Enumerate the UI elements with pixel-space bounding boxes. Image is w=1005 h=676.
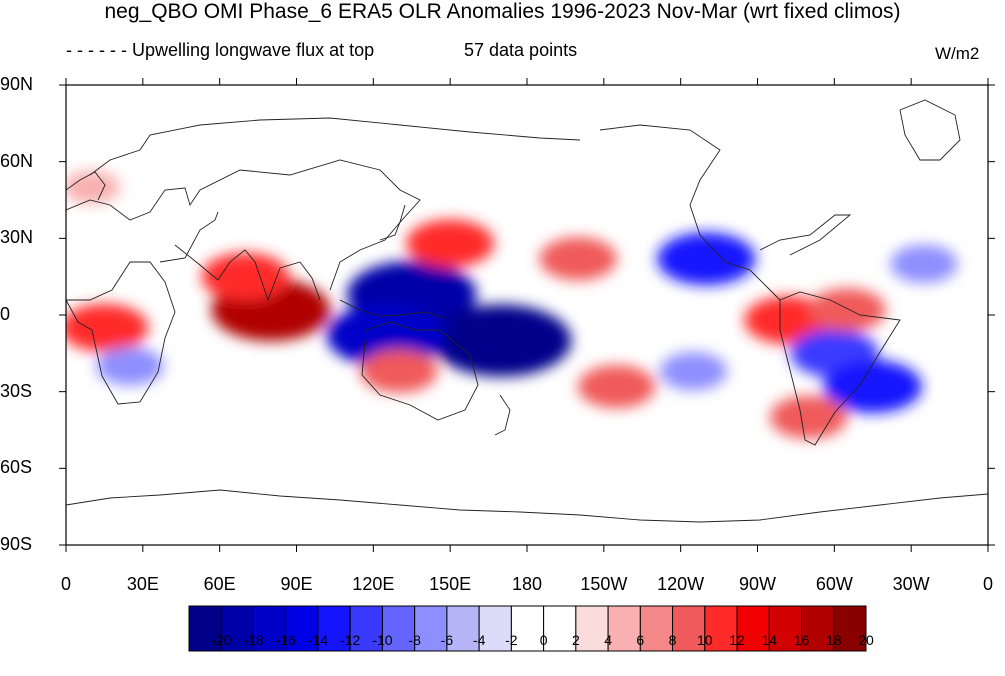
lon-tick-label: 120E: [352, 574, 395, 594]
colorbar-swatch: [801, 605, 835, 652]
colorbar-label: -8: [408, 632, 421, 648]
axis-ticks: [59, 78, 995, 552]
anomaly-region-18: [360, 349, 438, 393]
colorbar-label: 16: [793, 632, 810, 648]
colorbar-swatch: [285, 605, 319, 652]
colorbar-label: 6: [636, 632, 645, 648]
lon-tick-label: 90W: [738, 574, 777, 594]
lon-tick-label: 0: [60, 574, 72, 594]
anomaly-region-5: [406, 219, 495, 268]
lon-tick-label: 180: [511, 574, 543, 594]
lon-tick-label: 60W: [815, 574, 853, 594]
lat-tick-label: 60N: [0, 150, 34, 171]
lon-tick-label: 0: [982, 574, 994, 594]
lat-tick-label: 90S: [0, 534, 33, 554]
anomaly-region-6: [539, 237, 618, 281]
anomaly-region-14: [808, 288, 886, 332]
colorbar-swatch: [639, 605, 674, 652]
colorbar-label: 12: [729, 632, 745, 648]
colorbar-label: 0: [539, 632, 548, 648]
anomaly-region-16: [96, 346, 164, 386]
lat-tick-label: 90N: [0, 74, 34, 94]
lat-tick-label: 60S: [0, 457, 33, 478]
lon-tick-label: 120W: [657, 574, 705, 594]
anomaly-region-1: [201, 252, 290, 301]
colorbar-label: -4: [472, 632, 486, 648]
lon-tick-label: 150E: [429, 574, 472, 594]
colorbar-label: -16: [275, 632, 296, 648]
anomaly-region-9: [659, 352, 728, 391]
anomaly-field: [66, 85, 988, 545]
anomaly-region-17: [769, 395, 848, 439]
lon-tick-label: 30E: [126, 574, 159, 594]
lat-tick-label: 30S: [0, 380, 33, 401]
lat-tick-label: 0: [0, 304, 11, 324]
colorbar-swatch: [252, 605, 287, 652]
colorbar-label: -6: [440, 632, 454, 648]
anomaly-region-13: [890, 244, 958, 284]
colorbar-label: -10: [372, 632, 393, 648]
colorbar-label: 2: [571, 632, 580, 648]
anomaly-region-8: [577, 364, 656, 409]
lon-tick-label: 90E: [280, 574, 313, 594]
colorbar-swatch: [768, 605, 803, 652]
map-title: neg_QBO OMI Phase_6 ERA5 OLR Anomalies 1…: [104, 0, 901, 23]
colorbar-swatch: [575, 605, 609, 652]
colorbar-swatch: [381, 605, 416, 652]
anomaly-region-15: [66, 303, 149, 352]
anomaly-region-19: [66, 170, 121, 205]
colorbar-label: 14: [761, 632, 778, 648]
colorbar-swatch: [704, 605, 738, 652]
lon-tick-label: 150W: [580, 574, 628, 594]
colorbar-swatch: [317, 605, 351, 652]
anomaly-region-3: [431, 304, 572, 377]
colorbar-label: -2: [505, 632, 518, 648]
colorbar-swatch: [672, 605, 706, 652]
colorbar-label: 10: [697, 632, 713, 648]
colorbar-label: 8: [668, 632, 677, 648]
colorbar-label: -12: [340, 632, 361, 648]
colorbar: [188, 605, 867, 652]
colorbar-label: 18: [825, 632, 842, 648]
colorbar-swatch: [220, 605, 254, 652]
colorbar-swatch: [414, 605, 448, 652]
lon-tick-label: 30W: [892, 574, 930, 594]
colorbar-label: -20: [211, 632, 232, 648]
lon-tick-label: 60E: [203, 574, 236, 594]
coastlines: [66, 99, 988, 523]
colorbar-label: 4: [604, 632, 612, 648]
colorbar-swatch: [349, 605, 383, 652]
colorbar-swatch: [833, 605, 867, 652]
colorbar-label: -18: [243, 632, 264, 648]
colorbar-label: -14: [307, 632, 329, 648]
anomaly-region-7: [657, 232, 756, 286]
units-label: W/m2: [935, 44, 980, 63]
anomaly-region-12: [823, 360, 922, 413]
colorbar-label: 20: [858, 632, 874, 648]
data-points-subtitle: 57 data points: [464, 40, 578, 60]
colorbar-swatch: [607, 605, 641, 652]
variable-subtitle: - - - - - - Upwelling longwave flux at t…: [66, 40, 375, 60]
lat-tick-label: 30N: [0, 227, 34, 248]
anomaly-region-4: [326, 304, 446, 367]
